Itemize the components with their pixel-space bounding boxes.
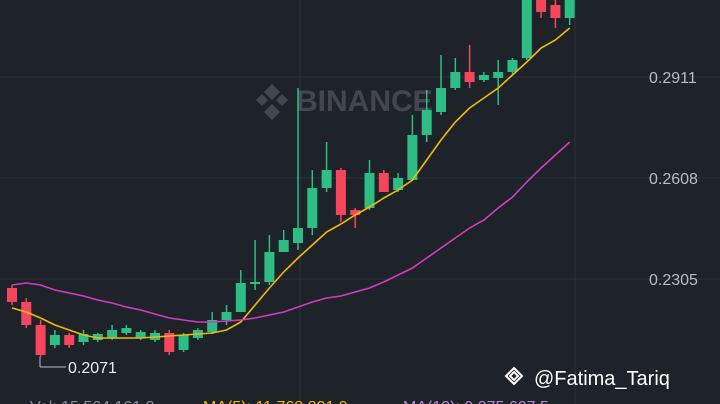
- candle-body: [307, 188, 318, 228]
- candle-body: [564, 0, 575, 18]
- candle-body: [49, 335, 60, 345]
- candle-body: [178, 335, 189, 350]
- candle-body: [121, 328, 132, 333]
- candle-body: [221, 312, 232, 320]
- footer-stat: Vol: 15,564,161.3: [30, 399, 155, 404]
- candle-body: [450, 72, 461, 88]
- candle-body: [264, 252, 275, 282]
- candle-body: [393, 178, 404, 190]
- footer-stat: MA(10): 9,375,607.5: [403, 399, 549, 404]
- candle-body: [421, 110, 432, 135]
- credit-logo: [504, 366, 524, 386]
- ma-line: [11, 141, 571, 323]
- candle-body: [278, 240, 289, 252]
- candle-body: [235, 283, 246, 312]
- candle-body: [350, 210, 361, 215]
- watermark-logo: [256, 84, 288, 120]
- y-tick-label: 0.2305: [649, 272, 698, 289]
- candle-body: [378, 173, 389, 192]
- candle-body: [107, 330, 118, 338]
- credit: @Fatima_Tariq: [534, 368, 670, 390]
- candle-body: [507, 60, 518, 72]
- candle-body: [64, 335, 75, 345]
- candle-body: [207, 320, 218, 332]
- watermark: BINANCE: [256, 84, 433, 120]
- watermark-text: BINANCE: [296, 85, 433, 118]
- candle-body: [335, 170, 346, 215]
- candle-body: [250, 282, 261, 284]
- candle-body: [78, 334, 89, 342]
- y-tick-label: 0.2608: [649, 171, 698, 188]
- candle-body: [521, 0, 532, 58]
- candle-body: [92, 334, 103, 340]
- candle-body: [7, 288, 17, 302]
- candle-body: [135, 332, 146, 338]
- y-tick-label: 0.2911: [649, 70, 697, 87]
- ma-line: [11, 27, 571, 339]
- annotation: 0.2071: [68, 360, 117, 377]
- candle-body: [493, 72, 504, 78]
- candle-body: [478, 75, 489, 80]
- candle-body: [536, 0, 547, 12]
- candle-body: [550, 5, 561, 18]
- footer-stat: MA(5): 11,768,821.9: [203, 399, 348, 404]
- candle-body: [436, 88, 446, 112]
- candle-body: [21, 302, 32, 325]
- candle-body: [293, 228, 303, 243]
- candle-body: [35, 325, 46, 355]
- candle-body: [321, 170, 332, 188]
- candle-body: [464, 72, 475, 82]
- candle-body: [407, 135, 418, 180]
- candle-body: [164, 333, 175, 352]
- candle-body: [364, 173, 375, 208]
